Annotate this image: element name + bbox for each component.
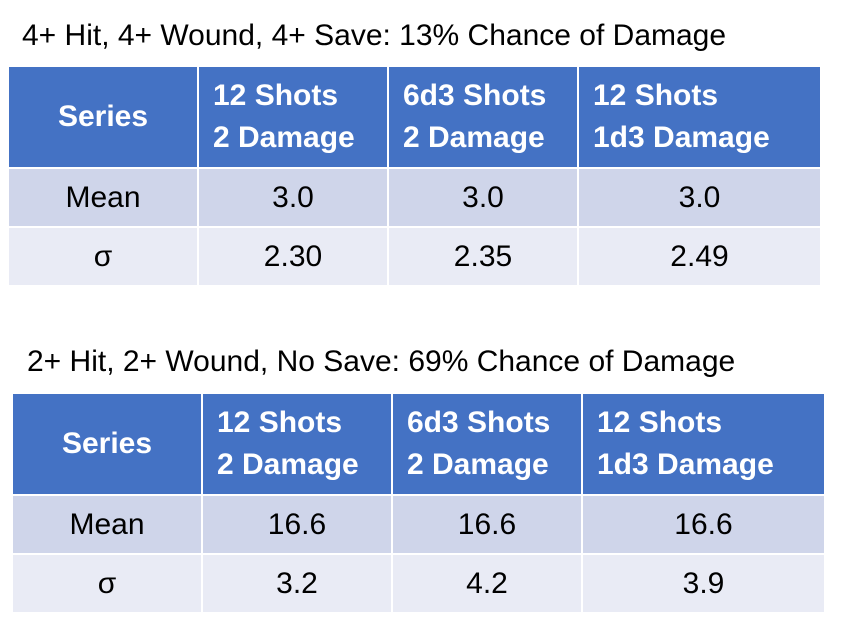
row-label: Mean [7,167,199,228]
column-header-line2: 2 Damage [403,121,545,154]
row-label: σ [7,226,199,287]
table-cell: 3.0 [197,167,389,228]
table-row: Mean 16.6 16.6 16.6 [11,494,826,555]
table-row: Mean 3.0 3.0 3.0 [7,167,822,228]
column-header-line2: 1d3 Damage [597,448,774,481]
table-cell: 16.6 [201,494,393,555]
table-row: σ 2.30 2.35 2.49 [7,226,822,287]
column-header: 12 Shots 1d3 Damage [581,392,826,496]
table-cell: 4.2 [391,553,583,614]
table-cell: 16.6 [581,494,826,555]
column-header-line2: 2 Damage [407,448,549,481]
column-header: 12 Shots 2 Damage [197,65,389,169]
table-row: σ 3.2 4.2 3.9 [11,553,826,614]
row-label: σ [11,553,203,614]
column-header-line1: 12 Shots [217,406,343,439]
table-2-caption: 2+ Hit, 2+ Wound, No Save: 69% Chance of… [27,345,736,378]
header-row: Series 12 Shots 2 Damage 6d3 Shots 2 Dam… [7,65,822,169]
column-header-line1: 12 Shots [593,79,719,112]
table-cell: 2.49 [577,226,822,287]
column-header-line1: 6d3 Shots [407,406,551,439]
column-header: 6d3 Shots 2 Damage [387,65,579,169]
table-cell: 3.2 [201,553,393,614]
stats-table-1: Series 12 Shots 2 Damage 6d3 Shots 2 Dam… [7,65,822,287]
column-header-line2: 2 Damage [217,448,359,481]
column-header-line1: 6d3 Shots [403,79,547,112]
table-cell: 2.30 [197,226,389,287]
table-cell: 16.6 [391,494,583,555]
column-header: 12 Shots 1d3 Damage [577,65,822,169]
table-cell: 3.0 [577,167,822,228]
column-header: 6d3 Shots 2 Damage [391,392,583,496]
column-header: 12 Shots 2 Damage [201,392,393,496]
table-cell: 2.35 [387,226,579,287]
series-header: Series [11,392,203,496]
table-1-caption: 4+ Hit, 4+ Wound, 4+ Save: 13% Chance of… [22,19,727,52]
column-header-line1: 12 Shots [597,406,723,439]
table-cell: 3.9 [581,553,826,614]
table-cell: 3.0 [387,167,579,228]
row-label: Mean [11,494,203,555]
series-header: Series [7,65,199,169]
column-header-line1: 12 Shots [213,79,339,112]
column-header-line2: 2 Damage [213,121,355,154]
stats-table-2: Series 12 Shots 2 Damage 6d3 Shots 2 Dam… [11,392,826,614]
column-header-line2: 1d3 Damage [593,121,770,154]
header-row: Series 12 Shots 2 Damage 6d3 Shots 2 Dam… [11,392,826,496]
